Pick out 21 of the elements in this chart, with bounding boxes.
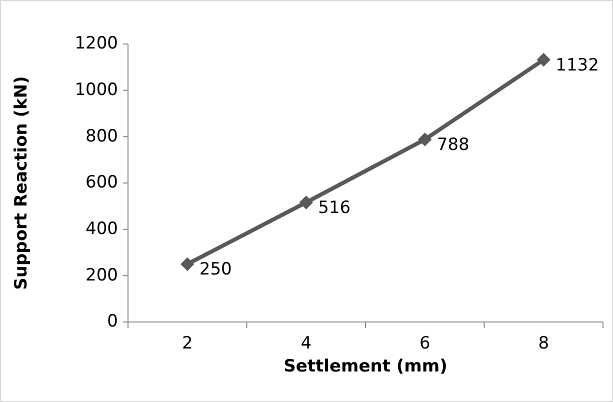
y-tick-label: 1200 — [74, 34, 118, 54]
x-axis-title: Settlement (mm) — [284, 356, 448, 377]
data-label: 788 — [436, 135, 470, 156]
y-tick-label: 800 — [86, 126, 118, 146]
data-label: 250 — [199, 260, 232, 280]
data-label: 516 — [318, 198, 351, 218]
point — [180, 257, 194, 271]
x-tick-label: 4 — [300, 334, 312, 354]
y-tick-label: 1000 — [74, 80, 118, 100]
y-tick-label: 200 — [86, 265, 118, 286]
y-tick-label: 600 — [86, 172, 118, 193]
y-tick-label: 0 — [107, 312, 118, 332]
y-tick-label: 400 — [86, 218, 118, 239]
x-tick-label: 2 — [182, 334, 193, 354]
x-tick-label: 8 — [538, 334, 550, 354]
x-tick-label: 6 — [419, 334, 430, 354]
point — [299, 196, 313, 210]
data-label: 1132 — [556, 55, 599, 76]
y-axis-title: Support Reaction (kN) — [12, 76, 32, 290]
point — [418, 132, 432, 146]
point — [536, 52, 550, 67]
